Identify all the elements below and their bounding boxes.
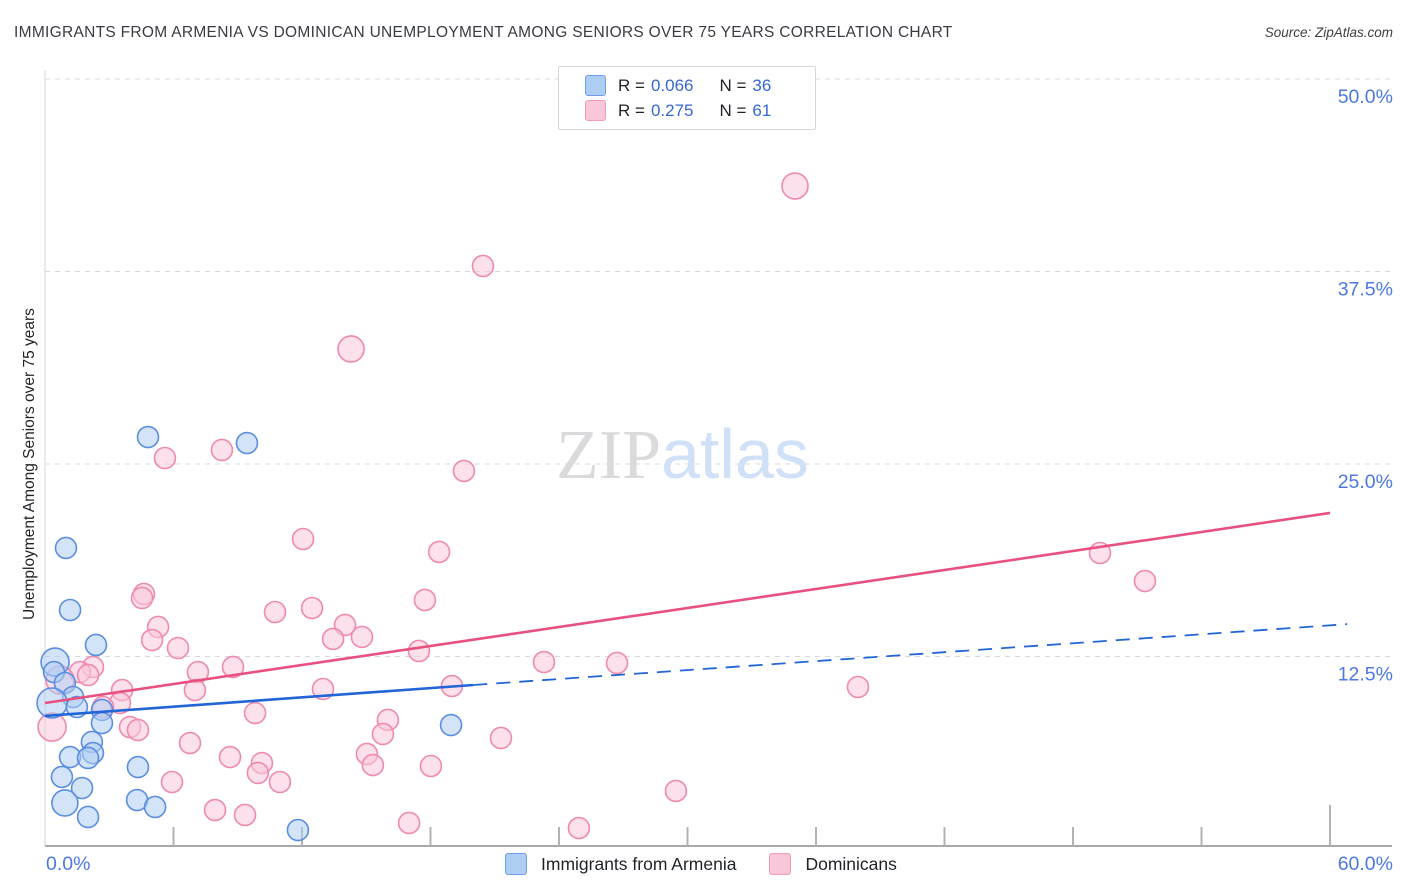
pink-point-21[interactable] — [407, 639, 431, 663]
pink-point-14[interactable] — [130, 586, 154, 610]
pink-point-55[interactable] — [397, 811, 421, 835]
pink-point-7[interactable] — [427, 540, 451, 564]
pink-point-16[interactable] — [321, 627, 345, 651]
blue-point-1[interactable] — [84, 633, 108, 657]
pink-point-17[interactable] — [350, 625, 374, 649]
series-legend: Immigrants from Armenia Dominicans — [505, 853, 897, 875]
pink-point-57[interactable] — [846, 675, 870, 699]
source-attribution: Source: ZipAtlas.com — [1264, 25, 1393, 40]
n-label: N = — [719, 75, 747, 95]
pink-point-45[interactable] — [203, 798, 227, 822]
pink-point-53[interactable] — [419, 754, 443, 778]
pink-point-9[interactable] — [1133, 569, 1157, 593]
r-label: R = — [618, 100, 645, 120]
blue-point-13[interactable] — [76, 746, 100, 770]
pink-point-24[interactable] — [76, 663, 100, 687]
legend-row-dominicans: R = 0.275 N = 61 — [585, 100, 815, 121]
pink-point-4[interactable] — [153, 446, 177, 470]
pink-point-44[interactable] — [160, 770, 184, 794]
pink-point-13[interactable] — [263, 600, 287, 624]
blue-point-24[interactable] — [54, 536, 78, 560]
blue-point-16[interactable] — [126, 755, 150, 779]
dominicans-series-swatch[interactable] — [769, 853, 792, 875]
pink-point-5[interactable] — [452, 459, 476, 483]
blue-point-21[interactable] — [286, 818, 310, 842]
blue-point-14[interactable] — [50, 765, 74, 789]
pink-point-36[interactable] — [126, 718, 150, 742]
blue-trend-line-dashed — [473, 623, 1348, 686]
pink-point-3[interactable] — [210, 438, 234, 462]
n-label: N = — [719, 100, 747, 120]
pink-point-47[interactable] — [268, 770, 292, 794]
y-tick-label-25: 25.0% — [1338, 471, 1393, 493]
n-value-dominicans: 61 — [752, 100, 772, 120]
dominicans-series-label: Dominicans — [805, 853, 897, 874]
pink-point-50[interactable] — [489, 726, 513, 750]
correlation-legend: R = 0.066 N = 36 R = 0.275 N = 61 — [558, 66, 816, 130]
armenia-legend-swatch — [585, 75, 606, 96]
n-value-armenia: 36 — [752, 75, 772, 95]
pink-point-49[interactable] — [371, 722, 395, 746]
pink-point-37[interactable] — [243, 701, 267, 725]
pink-point-12[interactable] — [300, 596, 324, 620]
dominicans-legend-swatch — [585, 100, 606, 121]
pink-point-28[interactable] — [221, 655, 245, 679]
blue-point-19[interactable] — [76, 805, 100, 829]
armenia-series-swatch[interactable] — [505, 853, 527, 875]
y-tick-label-12.5: 12.5% — [1338, 664, 1393, 686]
pink-point-20[interactable] — [166, 636, 190, 660]
pink-point-46[interactable] — [233, 803, 257, 827]
pink-point-40[interactable] — [178, 731, 202, 755]
blue-point-23[interactable] — [235, 431, 259, 455]
blue-point-0[interactable] — [58, 598, 82, 622]
blue-point-20[interactable] — [143, 795, 167, 819]
blue-point-22[interactable] — [136, 425, 160, 449]
r-label: R = — [618, 75, 645, 95]
pink-point-2[interactable] — [337, 335, 365, 363]
blue-point-9[interactable] — [90, 711, 114, 735]
y-tick-label-37.5: 37.5% — [1338, 279, 1393, 301]
pink-point-11[interactable] — [413, 588, 437, 612]
pink-point-43[interactable] — [246, 761, 270, 785]
blue-point-15[interactable] — [70, 776, 94, 800]
blue-point-25[interactable] — [439, 713, 463, 737]
x-tick-label-max: 60.0% — [1338, 853, 1393, 875]
pink-point-52[interactable] — [361, 753, 385, 777]
page-title: IMMIGRANTS FROM ARMENIA VS DOMINICAN UNE… — [14, 24, 953, 41]
pink-point-41[interactable] — [218, 745, 242, 769]
armenia-series-label: Immigrants from Armenia — [541, 853, 737, 874]
pink-point-33[interactable] — [605, 651, 629, 675]
y-tick-label-50: 50.0% — [1338, 86, 1393, 108]
pink-point-1[interactable] — [471, 254, 495, 278]
r-value-armenia: 0.066 — [650, 75, 694, 95]
r-value-dominicans: 0.275 — [650, 100, 694, 120]
pink-point-32[interactable] — [532, 650, 556, 674]
pink-point-56[interactable] — [567, 816, 591, 840]
blue-point-18[interactable] — [51, 789, 79, 817]
pink-trend-line — [44, 511, 1331, 705]
pink-point-19[interactable] — [140, 628, 164, 652]
pink-point-0[interactable] — [781, 172, 809, 200]
x-tick-label-min: 0.0% — [46, 853, 90, 875]
pink-point-6[interactable] — [291, 527, 315, 551]
legend-row-armenia: R = 0.066 N = 36 — [585, 75, 815, 96]
blue-trend-line — [44, 683, 474, 718]
pink-point-54[interactable] — [664, 779, 688, 803]
